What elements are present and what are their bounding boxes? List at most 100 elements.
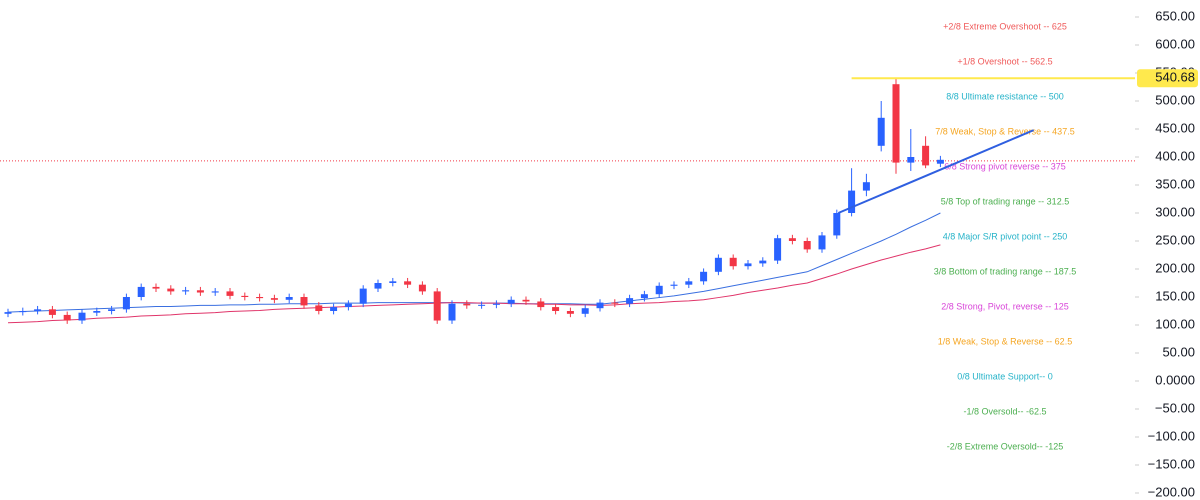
moving-average bbox=[7, 212, 941, 313]
y-tick-label: 150.00 bbox=[1155, 288, 1195, 303]
level-label: +2/8 Extreme Overshoot -- 625 bbox=[943, 21, 1067, 31]
y-tick-label: −150.00 bbox=[1148, 456, 1195, 471]
candle-body bbox=[344, 303, 352, 308]
candle-body bbox=[626, 298, 634, 304]
level-label: 6/8 Strong pivot reverse -- 375 bbox=[944, 161, 1066, 171]
trendline bbox=[837, 129, 1035, 214]
candle-body bbox=[892, 84, 900, 163]
candle-body bbox=[359, 288, 367, 304]
candle-body bbox=[389, 281, 397, 283]
candle-body bbox=[922, 145, 930, 166]
candle-body bbox=[226, 291, 234, 296]
level-label: 2/8 Strong, Pivot, reverse -- 125 bbox=[941, 301, 1069, 311]
candle-body bbox=[182, 290, 190, 292]
candle-body bbox=[685, 281, 693, 285]
candle-body bbox=[270, 298, 278, 300]
level-label: 4/8 Major S/R pivot point -- 250 bbox=[943, 231, 1068, 241]
candle-body bbox=[285, 297, 293, 300]
candle-body bbox=[315, 305, 323, 311]
candle-body bbox=[729, 257, 737, 267]
candle-body bbox=[478, 304, 486, 306]
candle-body bbox=[492, 303, 500, 305]
y-tick-label: 650.00 bbox=[1155, 8, 1195, 23]
candle-body bbox=[448, 303, 456, 321]
moving-average bbox=[7, 244, 941, 324]
level-label: 5/8 Top of trading range -- 312.5 bbox=[941, 196, 1069, 206]
candle-body bbox=[108, 309, 116, 311]
y-tick-label: 300.00 bbox=[1155, 204, 1195, 219]
candle-body bbox=[4, 312, 12, 314]
candle-body bbox=[241, 295, 249, 297]
candle-body bbox=[63, 314, 71, 321]
y-tick-label: −200.00 bbox=[1148, 484, 1195, 499]
price-label: 540.68 bbox=[1155, 70, 1195, 85]
level-label: 8/8 Ultimate resistance -- 500 bbox=[946, 91, 1064, 101]
candle-body bbox=[774, 238, 782, 261]
candle-body bbox=[48, 309, 56, 315]
level-label: 0/8 Ultimate Support-- 0 bbox=[957, 371, 1053, 381]
y-tick-label: −50.00 bbox=[1155, 400, 1195, 415]
candle-body bbox=[374, 283, 382, 289]
level-label: -1/8 Oversold-- -62.5 bbox=[963, 406, 1046, 416]
candle-body bbox=[848, 190, 856, 213]
candle-body bbox=[877, 117, 885, 146]
candle-body bbox=[907, 157, 915, 163]
candle-body bbox=[137, 286, 145, 297]
candle-body bbox=[803, 241, 811, 250]
candle-body bbox=[167, 288, 175, 292]
candle-body bbox=[404, 281, 412, 285]
candle-body bbox=[611, 302, 619, 304]
candle-body bbox=[581, 308, 589, 314]
candle-body bbox=[655, 285, 663, 295]
y-tick-label: 100.00 bbox=[1155, 316, 1195, 331]
candle-body bbox=[759, 260, 767, 264]
y-tick-label: 0.0000 bbox=[1155, 372, 1195, 387]
level-label: 7/8 Weak, Stop & Reverse -- 437.5 bbox=[935, 126, 1074, 136]
candle-body bbox=[196, 290, 204, 293]
candle-body bbox=[463, 303, 471, 306]
candle-body bbox=[744, 263, 752, 267]
candle-body bbox=[640, 294, 648, 299]
candle-body bbox=[788, 238, 796, 241]
y-tick-label: 250.00 bbox=[1155, 232, 1195, 247]
candle-body bbox=[211, 291, 219, 293]
candle-body bbox=[537, 301, 545, 308]
candle-body bbox=[34, 309, 42, 311]
y-tick-label: 400.00 bbox=[1155, 148, 1195, 163]
y-tick-label: 500.00 bbox=[1155, 92, 1195, 107]
candle-body bbox=[93, 311, 101, 313]
y-tick-label: 600.00 bbox=[1155, 36, 1195, 51]
level-label: 3/8 Bottom of trading range -- 187.5 bbox=[934, 266, 1077, 276]
candle-body bbox=[256, 297, 264, 299]
y-tick-label: −100.00 bbox=[1148, 428, 1195, 443]
y-tick-label: 200.00 bbox=[1155, 260, 1195, 275]
candle-body bbox=[818, 235, 826, 250]
candle-body bbox=[596, 302, 604, 309]
candle-body bbox=[714, 257, 722, 272]
candle-body bbox=[522, 299, 530, 302]
candle-body bbox=[78, 312, 86, 321]
candle-body bbox=[566, 311, 574, 314]
y-tick-label: 350.00 bbox=[1155, 176, 1195, 191]
candle-body bbox=[862, 182, 870, 191]
candle-body bbox=[152, 286, 160, 289]
y-tick-label: 450.00 bbox=[1155, 120, 1195, 135]
y-tick-label: 50.00 bbox=[1162, 344, 1195, 359]
candle-body bbox=[507, 299, 515, 304]
price-label-box bbox=[1137, 69, 1198, 88]
candle-body bbox=[19, 311, 27, 313]
candle-body bbox=[833, 213, 841, 236]
level-label: -2/8 Extreme Oversold-- -125 bbox=[947, 441, 1064, 451]
candle-body bbox=[418, 284, 426, 292]
candle-body bbox=[433, 291, 441, 321]
candle-body bbox=[300, 297, 308, 306]
level-label: +1/8 Overshoot -- 562.5 bbox=[957, 56, 1052, 66]
candle-body bbox=[936, 159, 944, 164]
candle-body bbox=[330, 307, 338, 311]
candle-body bbox=[670, 284, 678, 286]
candle-body bbox=[552, 307, 560, 311]
level-label: 1/8 Weak, Stop & Reverse -- 62.5 bbox=[938, 336, 1072, 346]
candle-body bbox=[122, 297, 130, 310]
candle-body bbox=[700, 271, 708, 282]
